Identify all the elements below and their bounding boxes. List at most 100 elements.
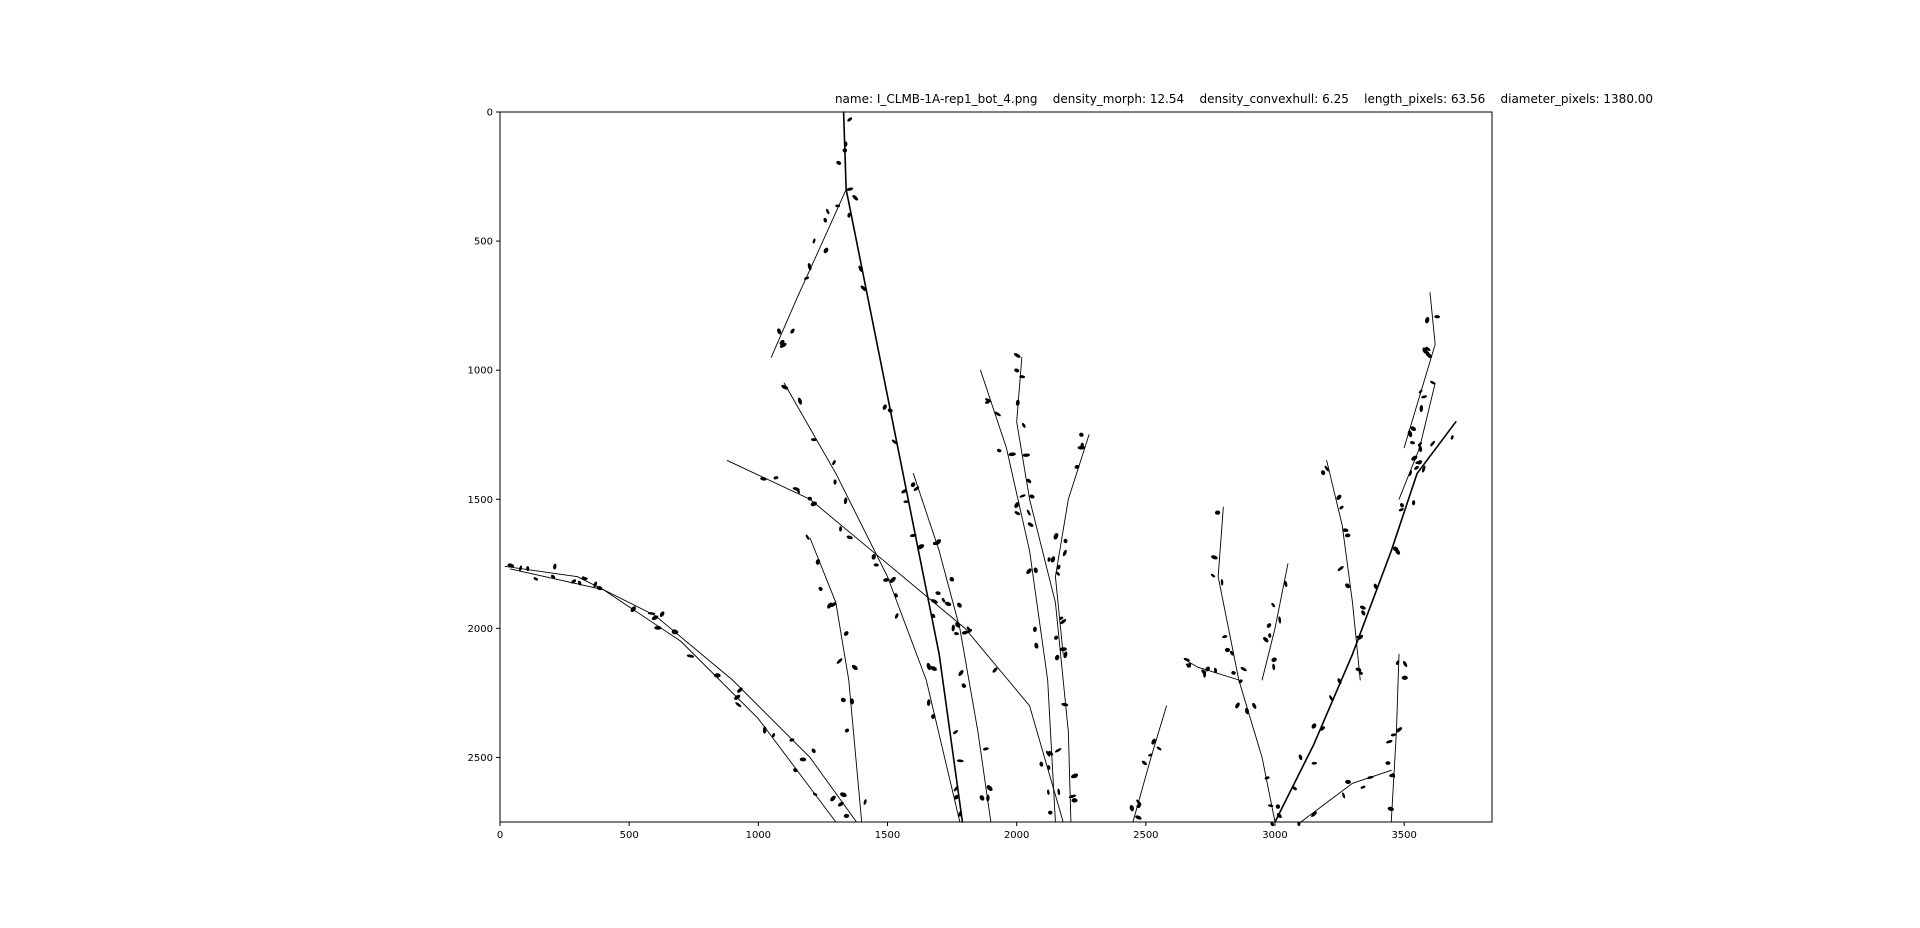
leaf: [1029, 494, 1035, 499]
stem-branch: [1326, 460, 1361, 681]
leaf: [1412, 500, 1416, 506]
leaf: [843, 631, 849, 636]
leaf: [1268, 804, 1274, 808]
leaf: [1270, 822, 1275, 827]
leaf: [1361, 610, 1366, 616]
leaf: [671, 631, 678, 635]
stem-branch: [783, 382, 961, 823]
leaf: [1434, 315, 1441, 319]
leaf: [1278, 616, 1282, 624]
y-tick-label: 2000: [468, 624, 493, 635]
leaf: [910, 482, 916, 488]
leaf: [630, 606, 636, 613]
leaf: [1450, 435, 1454, 440]
leaf: [551, 574, 556, 579]
leaf: [994, 411, 1001, 417]
leaf: [1337, 678, 1342, 685]
leaf: [903, 500, 910, 503]
leaf: [1275, 804, 1281, 809]
leaf: [1342, 792, 1346, 799]
x-axis-ticks: 0 500 1000 1500 2000 2500 3000 3500: [497, 822, 1417, 841]
leaf: [840, 697, 846, 703]
leaf: [1386, 739, 1393, 744]
leaf: [844, 141, 848, 147]
leaf: [926, 662, 931, 671]
leaf: [760, 477, 767, 481]
leaf: [1135, 815, 1142, 820]
stem-branch: [1300, 769, 1392, 823]
leaf: [1385, 761, 1391, 765]
leaf: [1425, 317, 1429, 323]
leaf: [986, 785, 993, 791]
x-tick-label: 0: [497, 830, 503, 841]
leaf: [1014, 368, 1020, 373]
leaf: [1417, 460, 1423, 465]
leaf: [931, 714, 936, 719]
leaf: [596, 585, 603, 591]
leaf: [913, 486, 920, 491]
title-density-convexhull: density_convexhull: 6.25: [1199, 92, 1349, 106]
leaf: [1417, 442, 1422, 447]
leaf: [1074, 773, 1078, 778]
leaf: [1392, 546, 1399, 552]
leaf: [1324, 465, 1330, 472]
leaf: [873, 563, 879, 567]
leaf: [986, 794, 990, 802]
leaf: [894, 593, 898, 598]
leaf: [842, 148, 848, 153]
leaf: [891, 439, 897, 445]
leaf: [1050, 556, 1056, 563]
leaf: [1019, 375, 1026, 379]
leaf: [1411, 455, 1418, 461]
leaf: [735, 702, 742, 708]
leaf: [956, 759, 964, 763]
stem-branch: [912, 473, 992, 823]
leaf: [852, 195, 859, 201]
leaf: [1059, 647, 1067, 652]
leaf: [737, 687, 743, 693]
leaf: [883, 578, 890, 582]
leaf: [1021, 422, 1026, 428]
y-tick-label: 0: [487, 108, 493, 119]
leaf: [1046, 765, 1051, 770]
leaf: [777, 328, 782, 335]
leaf: [1407, 430, 1413, 438]
leaf: [931, 613, 936, 619]
leaf: [858, 265, 863, 272]
leaf: [1183, 657, 1190, 662]
leaf: [1022, 453, 1031, 457]
leaf: [1409, 441, 1415, 445]
leaf: [1026, 478, 1032, 484]
stem-branch: [1132, 705, 1167, 823]
leaf: [1056, 564, 1061, 570]
leaf: [1129, 804, 1134, 812]
leaf: [954, 794, 959, 800]
leaf: [926, 699, 931, 707]
leaf: [837, 801, 844, 807]
leaf: [1054, 635, 1059, 640]
leaf: [1339, 505, 1344, 510]
title-density-morph: density_morph: 12.54: [1052, 92, 1185, 106]
y-tick-label: 2500: [468, 753, 493, 764]
leaf: [1213, 667, 1218, 674]
leaf: [1408, 470, 1412, 477]
leaf: [1231, 671, 1236, 675]
leaf: [887, 408, 893, 413]
leaf: [734, 694, 741, 700]
leaf: [813, 792, 818, 797]
leaf: [1229, 650, 1234, 656]
leaf: [894, 613, 899, 619]
leaf: [860, 285, 867, 292]
leaf: [789, 738, 795, 742]
leaf: [1063, 538, 1068, 544]
leaf: [1047, 557, 1051, 562]
leaf: [772, 733, 776, 738]
leaf: [951, 624, 955, 632]
leaf: [871, 553, 876, 560]
leaf: [1387, 806, 1394, 811]
leaf: [805, 534, 810, 540]
leaf: [799, 757, 807, 762]
leaf: [1074, 464, 1080, 469]
leaf: [1292, 786, 1297, 791]
leaf: [957, 602, 962, 608]
